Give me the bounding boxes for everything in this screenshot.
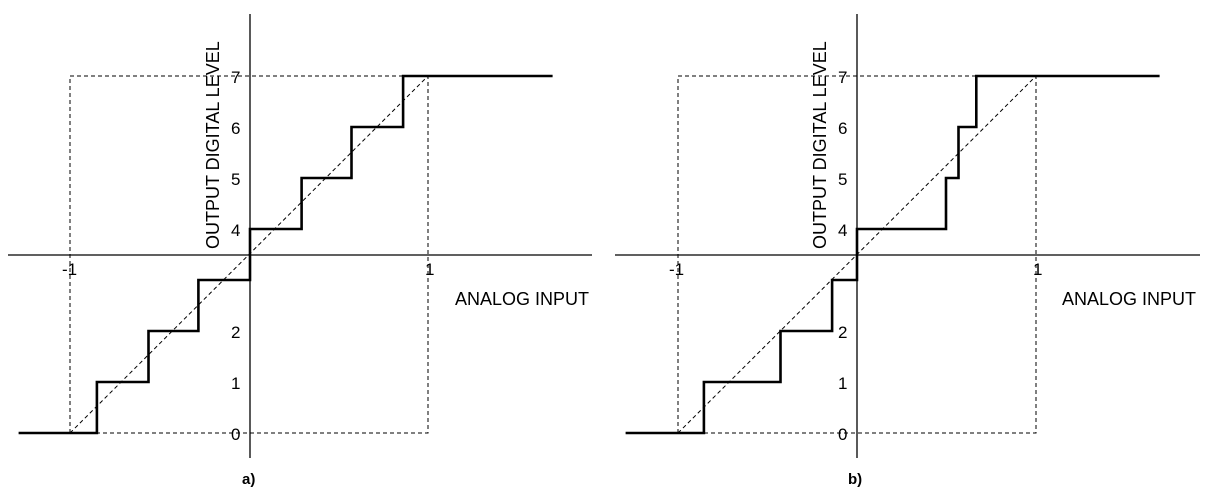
y-tick-label-2: 2 [231, 323, 240, 342]
x-axis-title: ANALOG INPUT [455, 289, 589, 309]
y-tick-label-1: 1 [838, 374, 847, 393]
y-tick-label-4: 4 [838, 221, 847, 240]
panel-a: -1 1 0 1 2 4 5 6 7 ANALOG INPUT OUTPUT D… [8, 14, 592, 488]
y-axis-title: OUTPUT DIGITAL LEVEL [810, 41, 830, 249]
x-axis-title: ANALOG INPUT [1062, 289, 1196, 309]
y-axis-title: OUTPUT DIGITAL LEVEL [203, 41, 223, 249]
y-tick-label-6: 6 [231, 119, 240, 138]
x-tick-label-pos1: 1 [425, 260, 434, 279]
y-tick-label-7: 7 [231, 68, 240, 87]
x-tick-label-pos1: 1 [1033, 260, 1042, 279]
y-tick-label-0: 0 [838, 425, 847, 444]
y-tick-label-0: 0 [231, 425, 240, 444]
panel-caption: b) [848, 471, 862, 488]
y-tick-label-1: 1 [231, 374, 240, 393]
y-tick-label-5: 5 [838, 170, 847, 189]
x-tick-label-neg1: -1 [62, 260, 77, 279]
panel-caption: a) [242, 471, 255, 488]
transfer-staircase [18, 74, 553, 435]
y-tick-label-5: 5 [231, 170, 240, 189]
transfer-staircase [625, 74, 1160, 435]
panel-b: -1 1 0 1 2 4 5 6 7 ANALOG INPUT OUTPUT D… [615, 14, 1200, 488]
y-tick-label-6: 6 [838, 119, 847, 138]
y-tick-label-7: 7 [838, 68, 847, 87]
x-tick-label-neg1: -1 [669, 260, 684, 279]
y-tick-label-4: 4 [231, 221, 240, 240]
y-tick-label-2: 2 [838, 323, 847, 342]
